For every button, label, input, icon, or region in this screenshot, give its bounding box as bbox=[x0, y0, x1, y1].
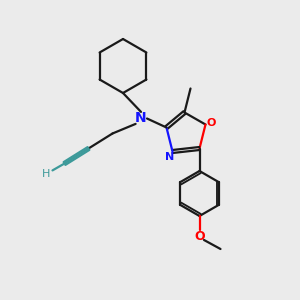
Text: N: N bbox=[166, 152, 175, 162]
Text: O: O bbox=[206, 118, 216, 128]
Text: N: N bbox=[135, 112, 147, 125]
Text: H: H bbox=[42, 169, 51, 179]
Text: O: O bbox=[194, 230, 205, 244]
